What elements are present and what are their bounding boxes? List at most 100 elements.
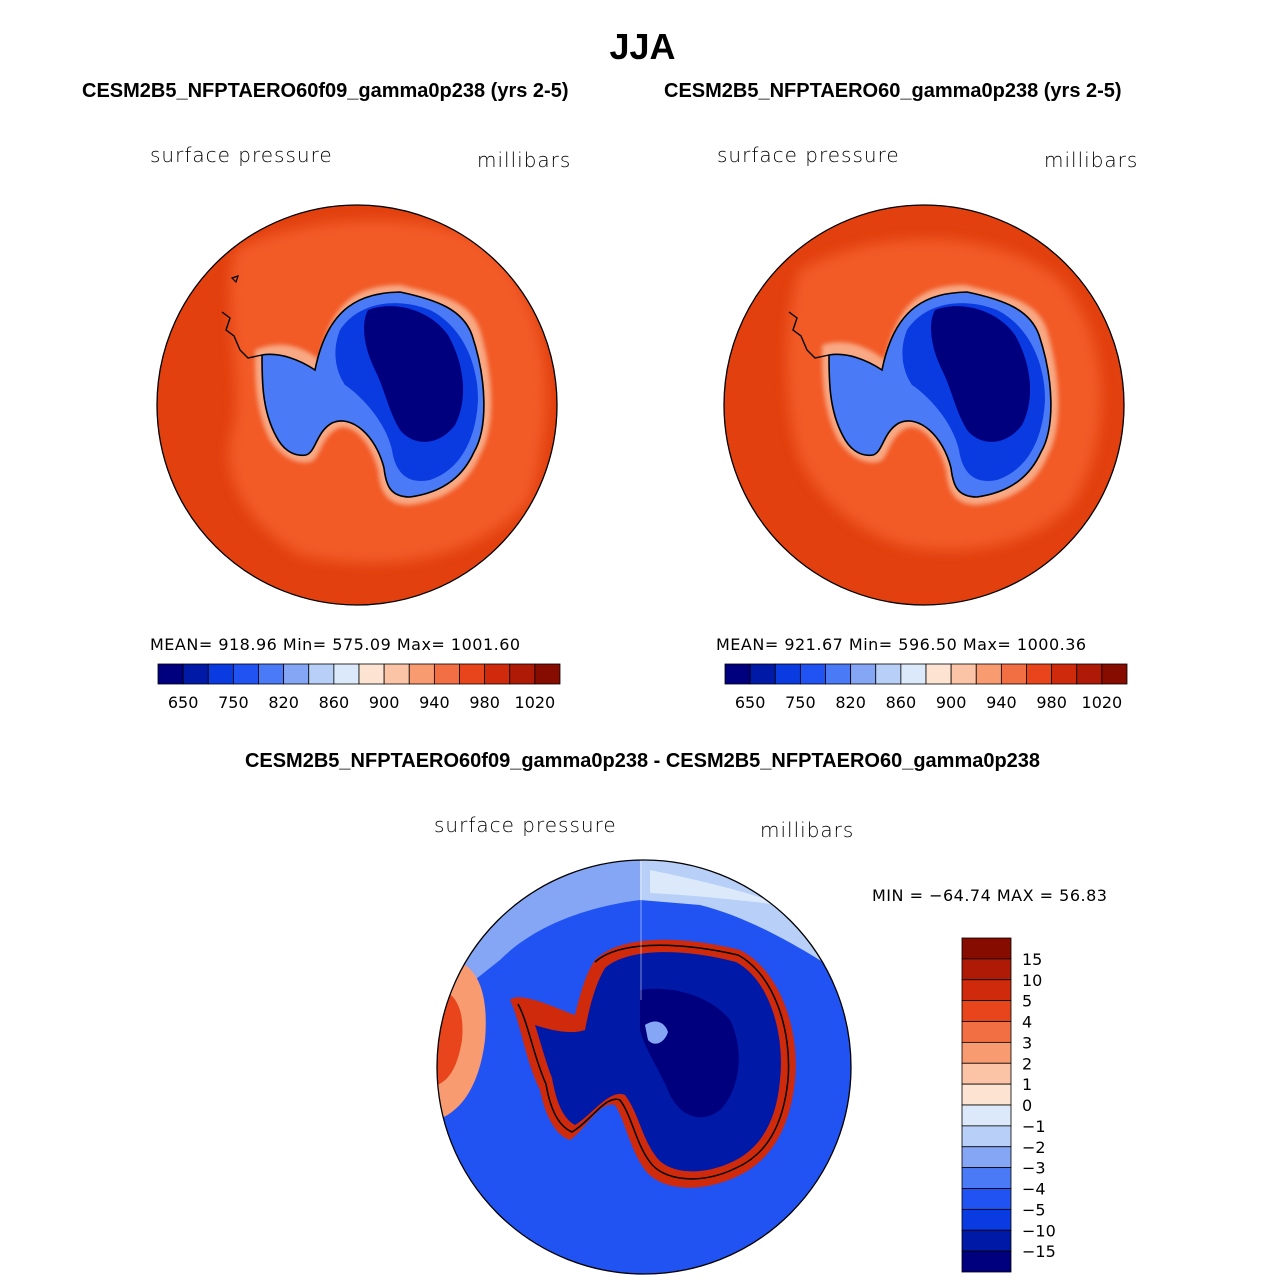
panel3-interior-core [640,988,739,1118]
colorbar-tick-label: 860 [319,693,350,712]
colorbar-tick-label: 4 [1022,1013,1032,1032]
colorbar-cell [950,663,977,685]
colorbar-cell [961,1000,1012,1022]
colorbar-cell [875,663,902,685]
colorbar-cell [749,663,776,685]
panel1-field-label: surface pressure [150,143,333,167]
panel3-coastline [517,944,790,1180]
colorbar-cell [961,1125,1012,1148]
colorbar-tick-label: 750 [785,693,816,712]
colorbar-tick-label: −2 [1022,1138,1046,1157]
colorbar-cell [157,663,184,685]
colorbar-tick-label: 900 [369,693,400,712]
panel1-ice-core [364,306,464,442]
colorbar-cell [961,1188,1012,1210]
panel3-ne-palest [650,870,780,905]
panel3-interior-spot [645,1021,668,1044]
colorbar-tick-label: 10 [1022,971,1042,990]
colorbar-tick-label: 940 [986,693,1017,712]
colorbar-tick-label: 1020 [515,693,556,712]
colorbar-cell [484,663,511,685]
colorbar-cell [358,663,385,685]
panel3-map [437,860,851,1274]
panel2-map [724,205,1124,605]
colorbar-cell [232,663,259,685]
colorbar-tick-label: 1 [1022,1075,1032,1094]
colorbar-cell [408,663,435,685]
colorbar-tick-label: 750 [218,693,249,712]
colorbar-tick-label: 1020 [1082,693,1123,712]
colorbar-cell [961,1208,1012,1231]
colorbar-cell [925,663,952,685]
panel3-title: CESM2B5_NFPTAERO60f09_gamma0p238 - CESM2… [244,750,1041,772]
colorbar-cell [961,1083,1012,1106]
colorbar-tick-label: 15 [1022,950,1042,969]
colorbar-cell [961,979,1012,1002]
panel2-field-label: surface pressure [717,143,900,167]
colorbar-cell [258,663,285,685]
colorbar-tick-label: −10 [1022,1221,1056,1240]
colorbar-cell [333,663,360,685]
panel2-map-border [723,204,1125,606]
colorbar-cell [383,663,410,685]
panel3-stats: MIN = −64.74 MAX = 56.83 [872,886,1108,905]
panel2-peninsula [788,311,830,359]
panel1-island [230,275,239,284]
colorbar-tick-label: 650 [168,693,199,712]
panel1-title: CESM2B5_NFPTAERO60f09_gamma0p238 (yrs 2-… [82,80,569,102]
colorbar-cell [283,663,310,685]
colorbar-cell [1026,663,1053,685]
colorbar-cell [1076,663,1103,685]
panel1-stats: MEAN= 918.96 Min= 575.09 Max= 1001.60 [150,635,521,654]
colorbar-cell [975,663,1002,685]
colorbar-tick-label: −15 [1022,1242,1056,1261]
colorbar-tick-label: 820 [835,693,866,712]
panel2-stats: MEAN= 921.67 Min= 596.50 Max= 1000.36 [716,635,1087,654]
colorbar-tick-label: −4 [1022,1180,1046,1199]
colorbar-cell [961,1062,1012,1085]
panel1-coastline [261,291,485,498]
colorbar-tick-label: 940 [419,693,450,712]
panel1-map-border [156,204,558,606]
colorbar-tick-label: 2 [1022,1054,1032,1073]
colorbar-tick-label: 900 [936,693,967,712]
colorbar-cell [961,937,1012,960]
colorbar-tick-label: −3 [1022,1159,1046,1178]
panel2-ice-core [931,306,1031,442]
panel1-peninsula [221,311,263,359]
colorbars: 650 750 820 860 900 940 980 1020 650 750 820 860 900… [157,663,1128,1273]
panel3-map-border [436,859,852,1275]
colorbar-cell [961,1229,1012,1252]
colorbar-cell [459,663,486,685]
colorbar-cell [207,663,234,685]
panel3-field-label: surface pressure [434,813,617,837]
colorbar-cell [1000,663,1027,685]
colorbar-tick-label: 3 [1022,1033,1032,1052]
colorbar-cell [774,663,801,685]
colorbar-cell [534,663,561,685]
panel3-units-label: millibars [760,818,855,842]
colorbar-cell [961,1021,1012,1043]
colorbar-cell [961,1250,1012,1273]
colorbar-cell [724,663,751,685]
colorbar-cell [961,1041,1012,1064]
colorbar-cell [799,663,826,685]
colorbar-cell [825,663,852,685]
colorbar-cell [433,663,460,685]
colorbar-cell [961,958,1012,981]
colorbar-cell [900,663,927,685]
figure-title: JJA [609,26,676,67]
colorbar-tick-label: 980 [1036,693,1067,712]
colorbar-tick-label: 5 [1022,992,1032,1011]
colorbar-cell [850,663,877,685]
panel2-units-label: millibars [1044,148,1139,172]
colorbar-tick-label: 0 [1022,1096,1032,1115]
colorbar-tick-label: −1 [1022,1117,1046,1136]
colorbar-tick-label: 980 [469,693,500,712]
colorbar-cell [961,1104,1012,1127]
colorbar-tick-label: 650 [735,693,766,712]
panel1-units-label: millibars [477,148,572,172]
colorbar-tick-label: 860 [886,693,917,712]
colorbar-cell [1051,663,1078,685]
